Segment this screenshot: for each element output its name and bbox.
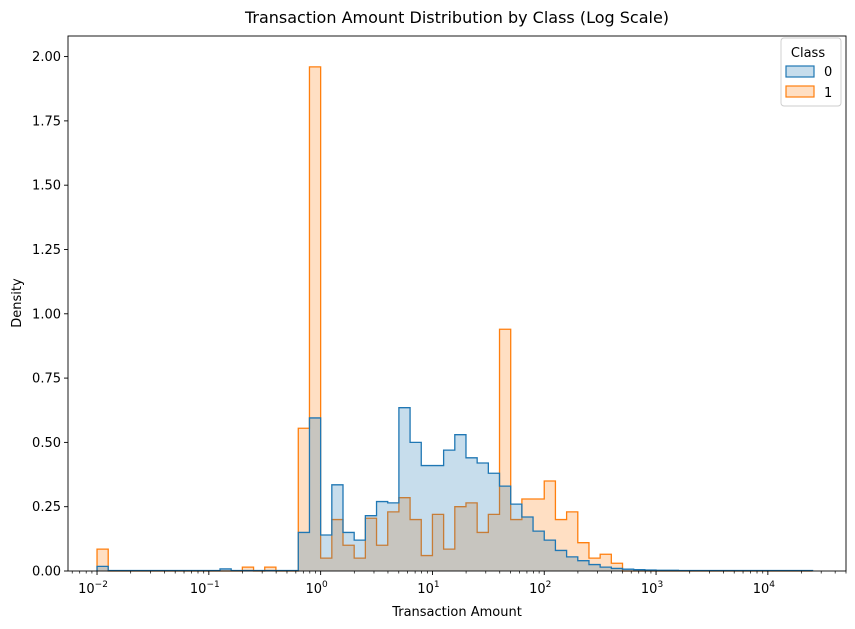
bin-class-0-35 <box>488 473 499 571</box>
y-tick-label: 1.00 <box>32 307 61 322</box>
bin-class-0-38 <box>522 517 533 571</box>
bin-class-0-44 <box>589 565 600 571</box>
y-tick-label: 1.50 <box>32 179 61 194</box>
y-tick-label: 0.00 <box>32 565 61 580</box>
bin-class-0-0 <box>97 566 108 571</box>
bin-class-0-25 <box>377 502 388 571</box>
legend-swatch-class-1 <box>785 85 815 98</box>
bin-class-0-26 <box>388 503 399 571</box>
series-class-0 <box>96 407 814 572</box>
legend-label-class-0: 0 <box>824 65 832 80</box>
y-tick-label: 0.75 <box>32 372 61 387</box>
y-tick-label: 1.25 <box>32 243 61 258</box>
y-tick-label: 0.50 <box>32 436 61 451</box>
bin-class-0-42 <box>567 557 578 571</box>
bin-class-0-18 <box>298 532 309 571</box>
bin-class-0-45 <box>600 567 611 571</box>
x-axis: 10−2 10−1 100 101 102 103 104 <box>71 571 847 597</box>
bin-class-0-41 <box>555 550 566 571</box>
y-axis-label: Density <box>10 278 25 328</box>
x-tick-label: 104 <box>753 580 776 597</box>
bin-class-0-29 <box>421 466 432 571</box>
bin-class-0-31 <box>444 450 455 571</box>
y-tick-label: 2.00 <box>32 50 61 65</box>
legend-label-class-1: 1 <box>824 86 832 101</box>
bin-class-0-34 <box>477 463 488 571</box>
legend-title: Class <box>791 46 825 61</box>
bin-class-0-28 <box>410 442 421 571</box>
bin-class-0-36 <box>500 486 511 571</box>
plot-area <box>67 35 847 572</box>
x-tick-label: 101 <box>417 580 439 597</box>
bin-class-0-21 <box>332 485 343 571</box>
bin-class-0-30 <box>432 466 443 571</box>
legend: Class 0 1 <box>780 37 842 107</box>
y-tick-label: 0.25 <box>32 500 61 515</box>
bin-class-0-37 <box>511 504 522 571</box>
x-tick-label: 100 <box>305 580 328 597</box>
bin-class-0-20 <box>321 535 332 571</box>
y-axis: 0.00 0.25 0.50 0.75 1.00 1.25 1.50 1.75 2.00 <box>32 50 68 580</box>
plot-frame <box>67 35 847 572</box>
bin-class-0-43 <box>578 561 589 571</box>
bin-class-0-19 <box>309 418 320 571</box>
x-axis-label: Transaction Amount <box>391 605 522 620</box>
bin-class-0-22 <box>343 532 354 571</box>
x-tick-label: 10−2 <box>78 580 108 597</box>
bin-class-0-39 <box>533 531 544 571</box>
x-tick-label: 102 <box>529 580 551 597</box>
bin-class-0-24 <box>365 516 376 571</box>
legend-frame <box>780 37 842 107</box>
bin-class-0-27 <box>399 408 410 571</box>
x-tick-label: 103 <box>641 580 663 597</box>
bin-class-0-40 <box>544 540 555 571</box>
series-layer <box>96 66 814 572</box>
bin-class-0-33 <box>466 458 477 571</box>
bin-class-0-23 <box>354 540 365 571</box>
chart-title: Transaction Amount Distribution by Class… <box>244 8 669 27</box>
x-tick-label: 10−1 <box>190 580 220 597</box>
bin-class-0-32 <box>455 435 466 571</box>
legend-swatch-class-0 <box>785 65 815 78</box>
histogram-step-class-0 <box>96 407 814 572</box>
histogram-fill-class-0 <box>97 407 813 571</box>
y-tick-label: 1.75 <box>32 114 61 129</box>
